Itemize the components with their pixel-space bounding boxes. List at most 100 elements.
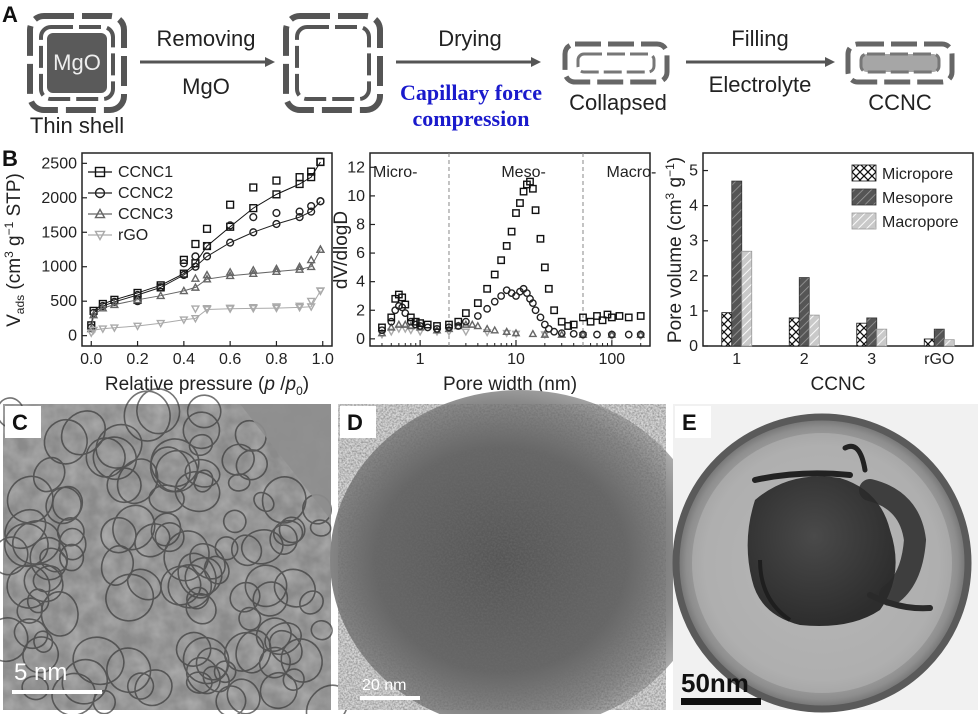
psd-point-ccnc2 [512, 292, 520, 300]
legend-label-rgo: rGO [118, 227, 148, 244]
psd-point-ccnc2 [569, 329, 578, 338]
isotherm-desorption-point [226, 200, 235, 209]
isotherm-y-label: Vads (cm3 g−1 STP) [2, 173, 27, 327]
graphene-ring [280, 638, 323, 683]
bar-y-tick-label: 1 [689, 303, 698, 320]
isotherm-desorption-point [272, 208, 281, 218]
bar-macropore-rgo [943, 339, 955, 347]
psd-point-rgo [482, 329, 492, 338]
graphene-ring [269, 524, 298, 555]
isotherm-desorption-point [190, 305, 201, 314]
isotherm-line-ccnc3 [90, 249, 321, 329]
graphene-ring [175, 631, 212, 667]
compression-label: compression [413, 106, 530, 131]
graphene-ring [309, 519, 332, 537]
isotherm-x-tick-label: 0.6 [219, 351, 241, 368]
graphene-ring [185, 671, 213, 694]
isotherm-desorption-point [316, 197, 325, 206]
graphene-ring [203, 555, 230, 585]
psd-point-ccnc3 [386, 322, 396, 331]
graphene-ring [261, 476, 307, 524]
bar-y-tick-label: 5 [689, 163, 698, 180]
psd-point-ccnc1 [544, 284, 553, 293]
legend-marker [94, 166, 106, 178]
scale-label-e: 50nm [681, 668, 749, 698]
psd-point-ccnc1 [607, 313, 616, 322]
graphene-ring [273, 568, 316, 608]
isotherm-desorption-point [156, 283, 165, 292]
psd-point-ccnc3 [444, 324, 454, 333]
isotherm-point [202, 252, 212, 261]
graphene-ring [185, 656, 221, 695]
psd-point-rgo [386, 328, 396, 337]
isotherm-point [307, 173, 316, 182]
psd-point-ccnc3 [511, 328, 521, 337]
filling-label: Filling [731, 26, 788, 51]
graphene-ring [126, 672, 155, 700]
graphene-ring [163, 530, 210, 582]
mgo-template-shell: MgO [27, 13, 127, 113]
graphene-ring [264, 622, 302, 656]
isotherm-x-tick-label: 0.2 [126, 351, 148, 368]
electrolyte-label: Electrolyte [709, 72, 812, 97]
legend-label-micropore: Micropore [882, 166, 953, 183]
isotherm-desorption-point [202, 241, 212, 251]
graphene-ring [185, 592, 217, 625]
psd-point-ccnc1 [433, 322, 441, 330]
psd-point-ccnc1 [423, 320, 432, 329]
psd-point-ccnc2 [401, 309, 410, 318]
graphene-ring [186, 394, 222, 429]
isotherm-point [249, 228, 258, 237]
isotherm-x-tick-label: 0.8 [265, 351, 287, 368]
psd-y-tick-label: 8 [356, 216, 365, 233]
psd-point-ccnc1 [536, 234, 545, 243]
graphene-ring [58, 543, 85, 572]
bar-y-tick-label: 3 [689, 233, 698, 250]
psd-point-rgo [377, 331, 387, 340]
scale-bar-c [12, 690, 102, 694]
isotherm-point [272, 219, 281, 229]
graphene-ring [6, 564, 51, 609]
thin-shell-label: Thin shell [30, 113, 124, 138]
isotherm-y-tick-label: 1000 [41, 259, 77, 276]
graphene-ring [174, 471, 221, 513]
psd-point-ccnc2 [536, 313, 545, 322]
bar-frame [702, 152, 974, 347]
isotherm-desorption-point [306, 297, 316, 307]
psd-point-ccnc1 [401, 300, 410, 309]
region-label-macro: Macro- [607, 164, 657, 181]
hollow-shell [283, 13, 383, 113]
psd-point-ccnc1 [528, 184, 537, 193]
isotherm-line-rgo [90, 290, 321, 334]
psd-point-ccnc3 [467, 319, 477, 328]
isotherm-desorption-point [249, 183, 258, 192]
graphene-ring [299, 590, 324, 615]
isotherm-point [190, 315, 201, 324]
psd-point-ccnc3 [432, 325, 442, 334]
capillary-force-label: Capillary force [400, 80, 542, 105]
psd-y-tick-label: 6 [356, 245, 365, 262]
graphene-ring [224, 631, 265, 672]
bar-x-tick-label: 2 [800, 351, 809, 368]
psd-point-ccnc2 [490, 297, 499, 306]
isotherm-frame [81, 152, 333, 347]
ccnc-filled-shell [845, 41, 955, 85]
psd-point-ccnc2 [624, 330, 633, 339]
graphene-ring [6, 475, 54, 524]
psd-y-tick-label: 10 [347, 188, 365, 205]
bar-macropore-1 [741, 250, 753, 347]
psd-point-ccnc3 [557, 329, 567, 338]
psd-y-tick-label: 4 [356, 274, 365, 291]
isotherm-desorption-point [191, 252, 200, 261]
panel-label-e: E [682, 410, 697, 435]
graphene-ring [226, 678, 261, 714]
psd-point-ccnc2 [593, 330, 601, 339]
graphene-ring [61, 658, 109, 705]
psd-point-ccnc2 [497, 292, 506, 300]
psd-point-ccnc1 [526, 177, 534, 186]
psd-point-ccnc1 [624, 313, 633, 322]
graphene-ring [95, 423, 143, 469]
graphene-ring [310, 619, 333, 641]
isotherm-desorption-point [226, 221, 235, 230]
graphene-ring [16, 597, 43, 624]
